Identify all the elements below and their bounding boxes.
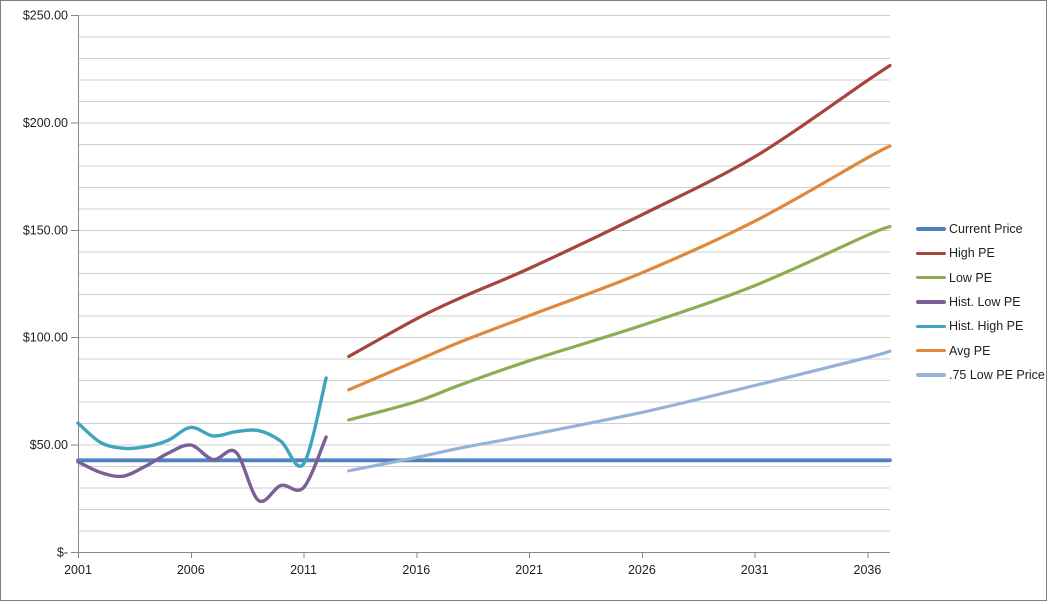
chart-legend: Current Price High PE Low PE Hist. Low PE Hi… (916, 217, 1045, 387)
series-line-high-pe (347, 63, 892, 359)
legend-item-avg-pe: Avg PE (916, 338, 1045, 362)
legend-item-hist-high-pe: Hist. High PE (916, 314, 1045, 338)
legend-swatch-current-price (916, 227, 946, 231)
x-axis-tick-label: 2031 (741, 563, 769, 577)
legend-label-75-low-pe-price: .75 Low PE Price (949, 367, 1045, 382)
legend-label-hist-high-pe: Hist. High PE (949, 319, 1024, 334)
legend-swatch-hist-high-pe (916, 324, 946, 329)
legend-swatch-high-pe (916, 251, 946, 256)
legend-swatch-low-pe (916, 276, 946, 280)
legend-label-avg-pe: Avg PE (949, 343, 991, 358)
y-axis-tick-label: $100.00 (23, 331, 68, 345)
legend-label-current-price: Current Price (949, 222, 1023, 237)
legend-item-75-low-pe-price: .75 Low PE Price (916, 363, 1045, 387)
series-line-avg-pe (347, 144, 892, 392)
y-axis-labels: $- $50.00 $100.00 $150.00 $200.00 $250.00 (23, 9, 68, 560)
legend-item-high-pe: High PE (916, 241, 1045, 265)
x-axis-tick-label: 2026 (628, 563, 656, 577)
x-axis-labels: 2001 2006 2011 2016 2021 2026 2031 2036 (64, 563, 881, 577)
legend-label-low-pe: Low PE (949, 270, 993, 285)
x-axis-tick-label: 2036 (854, 563, 882, 577)
legend-item-current-price: Current Price (916, 217, 1045, 241)
series-line-hist-high-pe (76, 376, 328, 468)
legend-label-hist-low-pe: Hist. Low PE (949, 295, 1021, 310)
y-gridlines (78, 15, 890, 532)
legend-item-low-pe: Low PE (916, 266, 1045, 290)
legend-item-hist-low-pe: Hist. Low PE (916, 290, 1045, 314)
series-line-75-low-pe-price (347, 349, 892, 473)
x-axis-tick-label: 2021 (515, 563, 543, 577)
axes (71, 15, 890, 558)
x-axis-tick-label: 2011 (290, 563, 317, 577)
x-axis-tick-label: 2016 (402, 563, 430, 577)
y-axis-tick-label: $- (57, 546, 68, 560)
y-axis-tick-label: $250.00 (23, 9, 68, 23)
legend-label-high-pe: High PE (949, 246, 995, 261)
series-line-hist-low-pe (76, 435, 328, 504)
y-axis-tick-label: $200.00 (23, 116, 68, 130)
y-axis-tick-label: $50.00 (30, 438, 68, 452)
y-axis-tick-label: $150.00 (23, 223, 68, 237)
x-axis-tick-label: 2001 (64, 563, 92, 577)
x-axis-tick-label: 2006 (177, 563, 205, 577)
legend-swatch-hist-low-pe (916, 300, 946, 304)
series-line-low-pe (347, 225, 892, 422)
legend-swatch-75-low-pe-price (916, 373, 946, 377)
legend-swatch-avg-pe (916, 348, 946, 353)
